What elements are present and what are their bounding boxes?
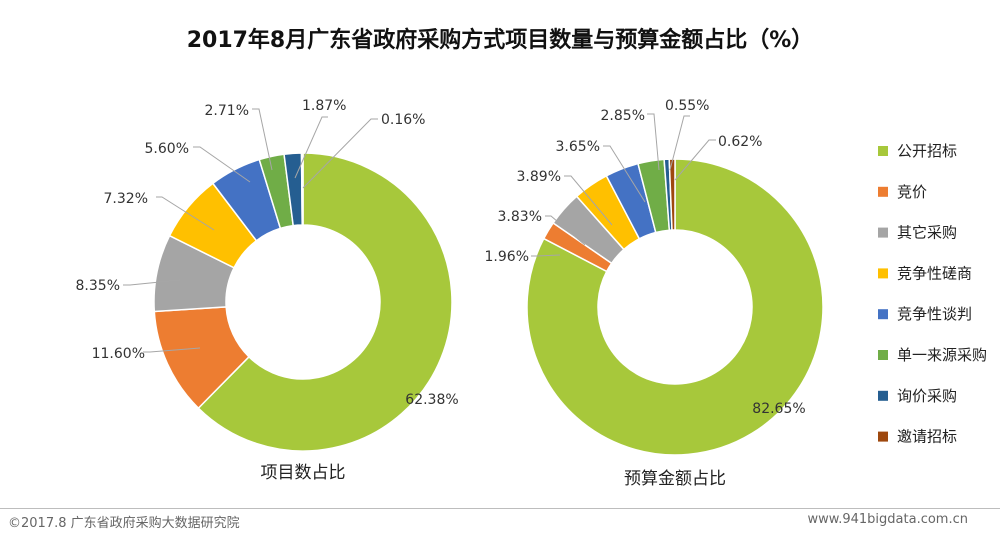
legend-label-5: 单一来源采购 (897, 346, 987, 364)
leader-line-budget-amount-1 (531, 254, 561, 257)
leader-line-budget-amount-6 (669, 115, 690, 171)
data-label-budget-amount-0: 82.65% (752, 401, 805, 417)
data-label-project-count-6: 1.87% (302, 98, 346, 114)
slice-budget-amount-0 (526, 158, 824, 456)
legend-label-0: 公开招标 (897, 142, 957, 160)
footer-website: www.941bigdata.com.cn (807, 512, 968, 527)
data-label-project-count-5: 2.71% (205, 103, 249, 119)
legend-label-4: 竞争性谈判 (897, 305, 972, 323)
legend-swatch-2 (878, 227, 888, 238)
data-label-project-count-3: 7.32% (104, 191, 148, 207)
data-label-project-count-2: 8.35% (76, 278, 120, 294)
chart-title: 2017年8月广东省政府采购方式项目数量与预算金额占比（%） (187, 27, 814, 53)
leader-line-budget-amount-7 (674, 139, 716, 181)
legend-swatch-0 (878, 146, 888, 156)
legend-label-2: 其它采购 (897, 224, 957, 242)
data-label-project-count-0: 62.38% (405, 392, 458, 408)
legend-label-1: 竞价 (897, 183, 927, 201)
leader-line-project-count-5 (252, 108, 273, 171)
donut-budget-amount-caption: 预算金额占比 (624, 469, 726, 489)
donut-project-count-caption: 项目数占比 (261, 463, 346, 483)
footer-copyright: ©2017.8 广东省政府采购大数据研究院 (8, 516, 240, 531)
data-label-budget-amount-3: 3.89% (517, 169, 561, 185)
donut-budget-amount: 82.65% 1.96% 3.83% 3.89% 3.65%2.85% 0.55% 0.62… (485, 98, 824, 456)
legend-label-7: 邀请招标 (897, 428, 957, 446)
leader-line-project-count-3 (156, 196, 215, 231)
data-label-budget-amount-5: 2.85% (601, 108, 645, 124)
data-label-budget-amount-2: 3.83% (498, 209, 542, 225)
legend-swatch-6 (878, 390, 888, 401)
donut-project-count: 62.38% 11.60% 8.35% 7.32% 5.60% 2.71% 1.87% 0.1… (76, 98, 459, 452)
legend-swatch-3 (878, 268, 888, 279)
leader-line-budget-amount-3 (564, 175, 613, 226)
data-label-project-count-1: 11.60% (92, 346, 145, 362)
leader-line-budget-amount-5 (647, 113, 660, 171)
data-label-project-count-4: 5.60% (145, 141, 189, 157)
data-label-budget-amount-7: 0.62% (718, 134, 762, 150)
legend-label-3: 竞争性磋商 (897, 264, 972, 282)
leader-line-project-count-2 (123, 279, 181, 286)
legend-swatch-1 (878, 186, 888, 197)
leader-line-budget-amount-2 (545, 215, 586, 246)
leader-line-budget-amount-4 (603, 145, 646, 203)
data-label-budget-amount-1: 1.96% (485, 249, 529, 265)
legend-label-6: 询价采购 (897, 387, 957, 405)
leader-line-project-count-7 (302, 118, 378, 189)
legend-swatch-4 (878, 309, 888, 320)
footer-divider (0, 508, 1000, 509)
legend-swatch-5 (878, 350, 888, 360)
leader-line-project-count-1 (143, 347, 201, 353)
data-label-budget-amount-4: 3.65% (556, 139, 600, 155)
slice-budget-amount-7 (668, 158, 676, 231)
slice-project-count-7 (300, 152, 304, 226)
data-label-project-count-7: 0.16% (381, 112, 425, 128)
leader-line-project-count-4 (193, 146, 251, 183)
legend-swatch-7 (878, 431, 888, 442)
data-label-budget-amount-6: 0.55% (665, 98, 709, 114)
slice-project-count-0 (197, 152, 453, 452)
leader-line-project-count-6 (294, 116, 328, 179)
